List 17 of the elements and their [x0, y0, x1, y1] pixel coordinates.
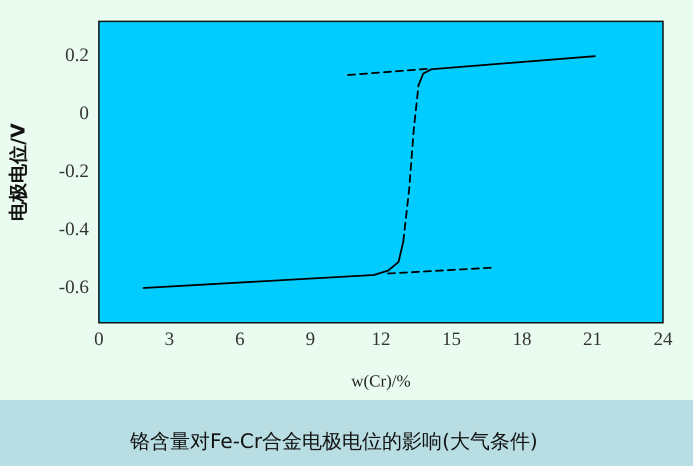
y-tick-label: -0.4: [58, 219, 90, 240]
y-tick-label: 0.2: [65, 45, 89, 66]
text: 铬含量对Fe-Cr合金电极电位的影响(大气条件): [0, 400, 693, 466]
x-tick-label: 0: [94, 329, 104, 350]
x-tick-label: 9: [306, 329, 316, 350]
x-axis-title: w(Cr)/%: [351, 371, 411, 390]
x-tick-label: 3: [164, 329, 174, 350]
y-axis-title: 电极电位/V: [7, 122, 30, 221]
y-tick-label: -0.6: [58, 277, 89, 298]
x-tick-label: 6: [235, 329, 245, 350]
x-tick-label: 24: [654, 329, 673, 350]
y-tick-label: 0: [79, 103, 89, 124]
x-tick-label: 12: [371, 329, 390, 350]
x-tick-label: 15: [442, 329, 461, 350]
x-tick-label: 21: [582, 329, 602, 350]
y-tick-label: -0.2: [58, 161, 89, 182]
x-tick-label: 18: [512, 329, 532, 350]
